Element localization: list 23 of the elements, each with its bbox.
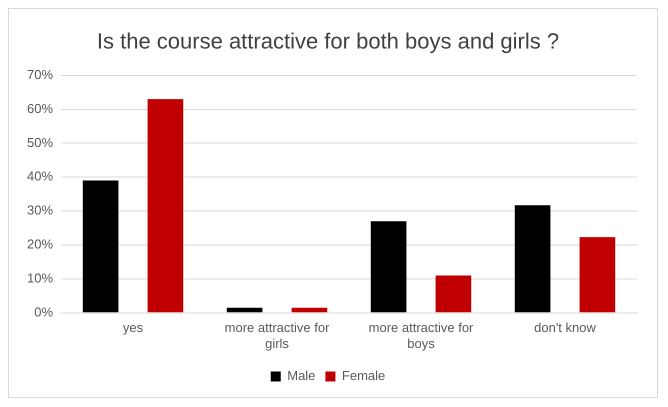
y-tick-label: 10% — [26, 270, 54, 286]
bar — [436, 275, 472, 312]
bar — [82, 180, 118, 312]
y-tick-label: 20% — [26, 236, 54, 252]
x-tick-label: more attractive for boys — [368, 320, 474, 351]
x-tick-label: yes — [122, 320, 144, 336]
bar — [292, 308, 328, 312]
bar — [514, 205, 550, 312]
y-tick-label: 0% — [34, 304, 54, 320]
bar — [580, 237, 616, 312]
y-tick-label: 50% — [26, 134, 54, 150]
bar — [148, 99, 184, 312]
y-tick-label: 40% — [26, 168, 54, 184]
y-tick-label: 30% — [26, 202, 54, 218]
bar — [370, 221, 406, 312]
legend-label: Female — [342, 368, 386, 384]
y-tick-label: 60% — [26, 100, 54, 116]
bar — [226, 308, 262, 312]
y-tick-label: 70% — [26, 66, 54, 82]
x-tick-label: more attractive for girls — [224, 320, 330, 351]
chart-title: Is the course attractive for both boys and girls ? — [96, 28, 560, 54]
legend-label: Male — [287, 368, 316, 384]
x-tick-label: don't know — [534, 320, 596, 336]
